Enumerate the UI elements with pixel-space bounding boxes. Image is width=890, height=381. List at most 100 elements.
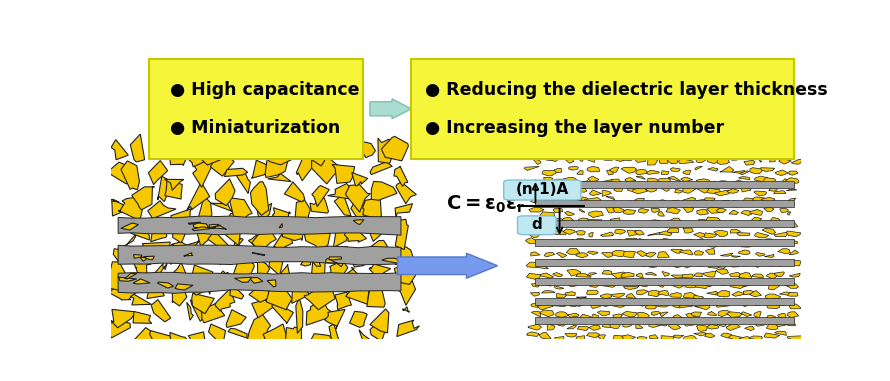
Polygon shape bbox=[716, 269, 729, 274]
Polygon shape bbox=[109, 278, 137, 300]
Polygon shape bbox=[740, 300, 755, 306]
Polygon shape bbox=[165, 180, 182, 199]
Polygon shape bbox=[106, 200, 119, 202]
Polygon shape bbox=[744, 160, 755, 165]
Polygon shape bbox=[224, 168, 247, 176]
Polygon shape bbox=[696, 187, 708, 193]
Polygon shape bbox=[230, 198, 252, 223]
Polygon shape bbox=[660, 312, 668, 317]
Polygon shape bbox=[659, 178, 671, 184]
Polygon shape bbox=[304, 283, 336, 310]
Polygon shape bbox=[626, 293, 636, 299]
Polygon shape bbox=[646, 252, 656, 257]
Polygon shape bbox=[198, 197, 212, 226]
Polygon shape bbox=[634, 199, 644, 204]
Polygon shape bbox=[638, 302, 648, 306]
Polygon shape bbox=[611, 218, 620, 223]
Polygon shape bbox=[679, 304, 693, 308]
Polygon shape bbox=[695, 166, 702, 170]
Polygon shape bbox=[537, 263, 548, 269]
Polygon shape bbox=[658, 290, 668, 295]
Polygon shape bbox=[552, 231, 567, 235]
Polygon shape bbox=[761, 168, 774, 171]
Polygon shape bbox=[570, 302, 578, 307]
Polygon shape bbox=[587, 219, 602, 223]
Polygon shape bbox=[678, 159, 693, 164]
Polygon shape bbox=[563, 189, 576, 195]
Polygon shape bbox=[251, 160, 275, 178]
Polygon shape bbox=[626, 222, 636, 226]
Polygon shape bbox=[252, 300, 279, 318]
Polygon shape bbox=[564, 211, 575, 216]
Polygon shape bbox=[789, 250, 798, 255]
Polygon shape bbox=[118, 272, 400, 293]
Polygon shape bbox=[554, 302, 566, 307]
Polygon shape bbox=[329, 324, 342, 355]
Polygon shape bbox=[728, 180, 741, 186]
Polygon shape bbox=[587, 166, 600, 172]
Polygon shape bbox=[740, 171, 749, 174]
Polygon shape bbox=[659, 239, 671, 243]
Polygon shape bbox=[648, 232, 662, 235]
Polygon shape bbox=[659, 231, 672, 235]
Polygon shape bbox=[730, 229, 740, 233]
Polygon shape bbox=[732, 256, 740, 257]
Polygon shape bbox=[553, 241, 565, 245]
Polygon shape bbox=[774, 331, 787, 335]
Polygon shape bbox=[659, 187, 669, 191]
Polygon shape bbox=[344, 226, 367, 242]
Polygon shape bbox=[554, 168, 562, 173]
Polygon shape bbox=[524, 166, 539, 170]
Polygon shape bbox=[682, 221, 692, 224]
Polygon shape bbox=[708, 264, 721, 268]
Polygon shape bbox=[552, 157, 562, 162]
Polygon shape bbox=[603, 179, 614, 183]
Polygon shape bbox=[577, 281, 586, 285]
Polygon shape bbox=[774, 272, 784, 277]
Polygon shape bbox=[269, 247, 287, 275]
Polygon shape bbox=[614, 187, 622, 191]
Polygon shape bbox=[587, 241, 600, 246]
Polygon shape bbox=[355, 140, 376, 158]
Polygon shape bbox=[602, 190, 611, 197]
Polygon shape bbox=[624, 260, 635, 265]
Polygon shape bbox=[325, 309, 345, 330]
Polygon shape bbox=[728, 221, 740, 225]
Polygon shape bbox=[350, 249, 374, 267]
Polygon shape bbox=[636, 251, 649, 256]
Polygon shape bbox=[737, 232, 750, 236]
Polygon shape bbox=[623, 286, 639, 290]
Polygon shape bbox=[587, 251, 598, 255]
Polygon shape bbox=[188, 146, 205, 167]
Polygon shape bbox=[671, 275, 684, 278]
Polygon shape bbox=[636, 273, 643, 278]
Polygon shape bbox=[201, 303, 224, 323]
Polygon shape bbox=[754, 312, 761, 318]
Polygon shape bbox=[775, 322, 788, 327]
Polygon shape bbox=[770, 158, 775, 162]
Polygon shape bbox=[553, 179, 565, 184]
Polygon shape bbox=[531, 283, 541, 287]
Polygon shape bbox=[538, 303, 554, 310]
Polygon shape bbox=[756, 322, 765, 326]
Polygon shape bbox=[566, 282, 578, 287]
Polygon shape bbox=[730, 282, 745, 288]
Polygon shape bbox=[611, 179, 621, 183]
Polygon shape bbox=[284, 182, 304, 202]
Polygon shape bbox=[312, 186, 329, 207]
Polygon shape bbox=[301, 251, 311, 266]
Polygon shape bbox=[739, 241, 751, 247]
Polygon shape bbox=[635, 170, 647, 174]
Polygon shape bbox=[766, 323, 778, 330]
Polygon shape bbox=[791, 159, 802, 164]
Polygon shape bbox=[692, 312, 701, 317]
Polygon shape bbox=[352, 173, 368, 186]
Polygon shape bbox=[247, 314, 271, 343]
Polygon shape bbox=[345, 280, 370, 304]
Polygon shape bbox=[150, 219, 166, 242]
Polygon shape bbox=[556, 252, 567, 258]
Polygon shape bbox=[201, 150, 226, 165]
Polygon shape bbox=[169, 242, 192, 264]
Polygon shape bbox=[785, 178, 799, 183]
Polygon shape bbox=[569, 166, 578, 170]
